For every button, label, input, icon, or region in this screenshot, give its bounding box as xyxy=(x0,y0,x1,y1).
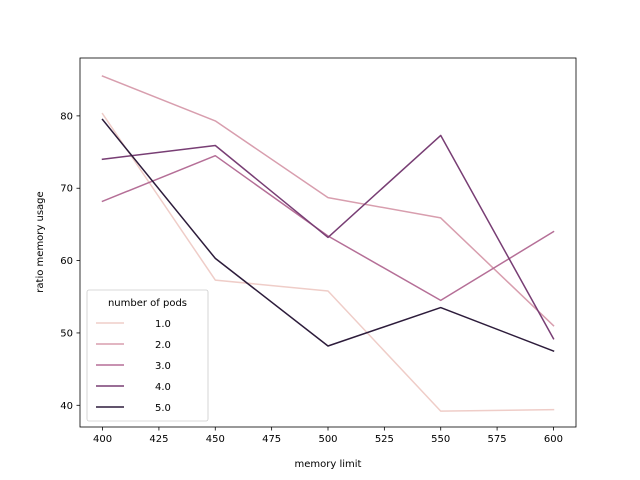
x-tick-label: 450 xyxy=(206,434,225,445)
x-tick-label: 400 xyxy=(93,434,112,445)
legend-label: 2.0 xyxy=(155,340,171,351)
legend-label: 1.0 xyxy=(155,319,171,330)
y-tick-label: 50 xyxy=(60,328,73,339)
x-tick-label: 550 xyxy=(431,434,450,445)
x-axis: 400 425 450 475 500 525 550 575 600 xyxy=(93,427,563,445)
x-tick-label: 575 xyxy=(488,434,507,445)
y-axis: 40 50 60 70 80 xyxy=(60,111,80,412)
legend-title: number of pods xyxy=(108,298,187,309)
y-tick-label: 60 xyxy=(60,256,73,267)
y-axis-label: ratio memory usage xyxy=(35,191,46,292)
series-lines xyxy=(101,75,555,412)
legend-box xyxy=(86,289,209,422)
x-tick-label: 525 xyxy=(375,434,394,445)
legend-label: 5.0 xyxy=(155,403,171,414)
x-axis-label: memory limit xyxy=(295,459,362,470)
x-tick-label: 425 xyxy=(149,434,168,445)
series-line-3.0 xyxy=(101,154,555,302)
x-tick-label: 500 xyxy=(318,434,337,445)
series-line-4.0 xyxy=(101,134,555,340)
legend: number of pods 1.0 2.0 3.0 4.0 5.0 xyxy=(86,289,209,422)
y-tick-label: 40 xyxy=(60,401,73,412)
series-line-5.0 xyxy=(101,118,555,352)
legend-label: 4.0 xyxy=(155,382,171,393)
plot-frame xyxy=(79,57,577,428)
x-tick-label: 600 xyxy=(544,434,563,445)
y-tick-label: 80 xyxy=(60,111,73,122)
x-tick-label: 475 xyxy=(262,434,281,445)
series-line-2.0 xyxy=(101,75,555,327)
series-line-1.0 xyxy=(101,112,555,412)
legend-label: 3.0 xyxy=(155,361,171,372)
y-tick-label: 70 xyxy=(60,184,73,195)
